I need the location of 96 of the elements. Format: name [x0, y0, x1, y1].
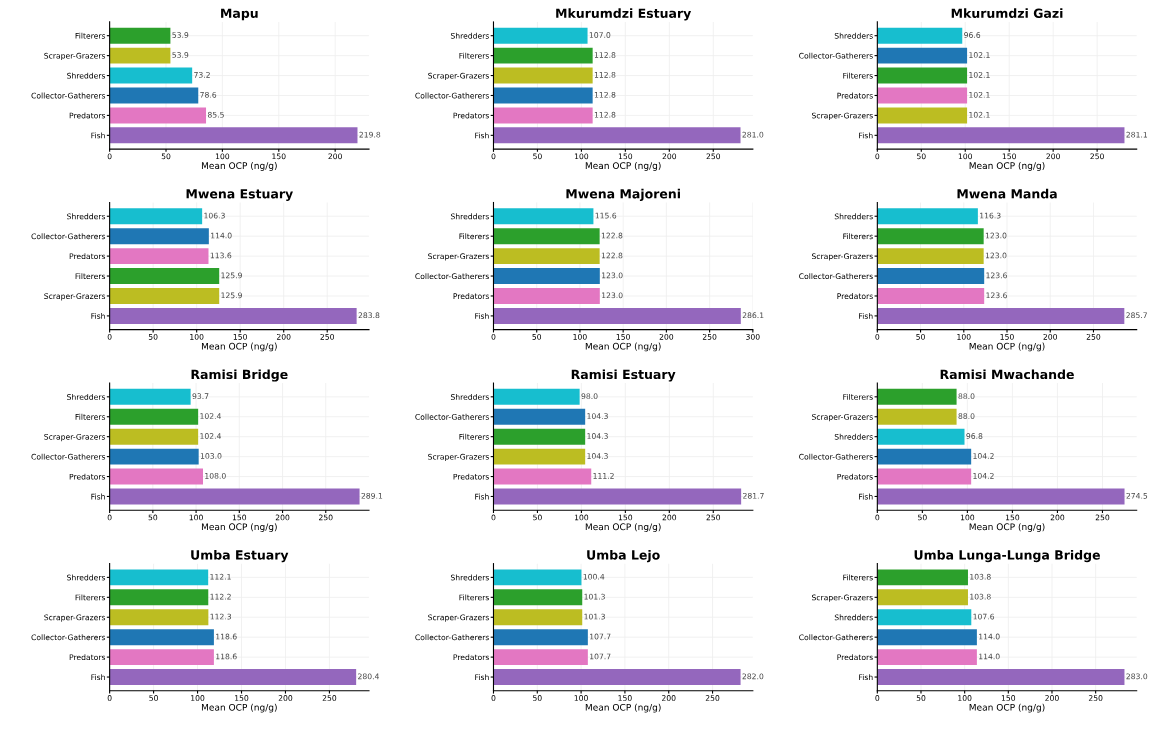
bar [109, 428, 199, 445]
x-axis-title: Mean OCP (ng/g) [585, 162, 661, 171]
bar [109, 228, 209, 245]
bar [493, 649, 588, 666]
bar [109, 609, 209, 626]
chart-title: Umba Lejo [587, 549, 660, 563]
bar [109, 448, 199, 465]
bar [877, 307, 1125, 324]
bar [493, 228, 600, 245]
bar [877, 488, 1125, 505]
bar [877, 27, 963, 44]
bar [877, 468, 972, 485]
bar [109, 248, 209, 265]
bar [877, 228, 984, 245]
bar [877, 288, 985, 304]
bar [493, 468, 592, 485]
bar [109, 488, 360, 505]
bar [493, 87, 593, 104]
bar [877, 208, 978, 225]
bar [109, 27, 171, 44]
chart-title: Ramisi Mwachande [940, 369, 1074, 380]
bar [109, 288, 220, 304]
bar [493, 609, 583, 626]
bar [877, 448, 972, 465]
bar [109, 268, 220, 285]
bar [109, 67, 193, 84]
bar [877, 428, 965, 445]
chart-title: Umba Estuary [191, 549, 289, 563]
bar [493, 47, 593, 64]
bar [109, 87, 199, 104]
bar [877, 408, 957, 425]
bar [109, 408, 199, 425]
bar [493, 408, 586, 425]
bar [877, 569, 968, 586]
bar [493, 27, 588, 44]
bar [493, 208, 594, 225]
x-axis-title: Mean OCP (ng/g) [969, 703, 1045, 713]
bar [877, 629, 977, 646]
bar [493, 488, 742, 505]
bar [877, 47, 968, 64]
bar [109, 307, 357, 324]
bar [109, 569, 209, 586]
chart-title: Mwena Majoreni [566, 188, 680, 202]
bar [109, 589, 209, 606]
bar [493, 107, 593, 124]
chart-title: Mapu [221, 8, 258, 21]
bar [493, 569, 582, 586]
bar [109, 208, 203, 225]
bar [109, 107, 207, 124]
bar [877, 669, 1125, 686]
bar [877, 127, 1125, 144]
bar [493, 388, 580, 405]
bar [493, 248, 600, 265]
chart-title: Mwena Estuary [186, 189, 293, 202]
bar [877, 609, 972, 626]
chart-title: Mkurumdzi Estuary [556, 8, 692, 21]
chart-title: Ramisi Estuary [571, 369, 676, 382]
x-axis-title: Mean OCP (ng/g) [585, 523, 661, 532]
bar [493, 67, 593, 84]
bar [877, 649, 977, 666]
x-axis-title: Mean OCP (ng/g) [969, 523, 1045, 532]
bar [493, 288, 600, 304]
x-axis-title: Mean OCP (ng/g) [201, 523, 277, 532]
x-axis-title: Mean OCP (ng/g) [201, 703, 277, 713]
bar [877, 248, 984, 265]
bar [493, 629, 588, 646]
bar [493, 448, 586, 465]
bar [493, 669, 741, 686]
chart-title: Mkurumdzi Gazi [951, 8, 1063, 18]
chart-title: Umba Lunga-Lunga Bridge [914, 549, 1100, 563]
bar [493, 268, 600, 285]
bar [109, 388, 191, 405]
bar [877, 67, 968, 84]
bar [109, 127, 358, 144]
x-axis-title: Mean OCP (ng/g) [969, 162, 1045, 171]
bar [493, 307, 741, 324]
bar [109, 47, 171, 64]
bar [877, 87, 968, 104]
bar [109, 669, 357, 686]
bar [877, 107, 968, 124]
bar [493, 589, 583, 606]
bar [877, 589, 968, 606]
bar [109, 649, 214, 666]
bar [877, 268, 985, 285]
x-axis-title: Mean OCP (ng/g) [201, 342, 277, 352]
x-axis-title: Mean OCP (ng/g) [969, 342, 1045, 352]
x-axis-title: Mean OCP (ng/g) [585, 703, 661, 713]
chart-title: Ramisi Bridge [191, 369, 288, 382]
chart-title: Mwena Manda [957, 188, 1057, 199]
bar [493, 127, 741, 144]
bar [109, 629, 214, 646]
bar [877, 388, 957, 405]
x-axis-title: Mean OCP (ng/g) [585, 342, 661, 352]
bar [493, 428, 586, 445]
x-axis-title: Mean OCP (ng/g) [201, 162, 277, 171]
bar [109, 468, 203, 485]
